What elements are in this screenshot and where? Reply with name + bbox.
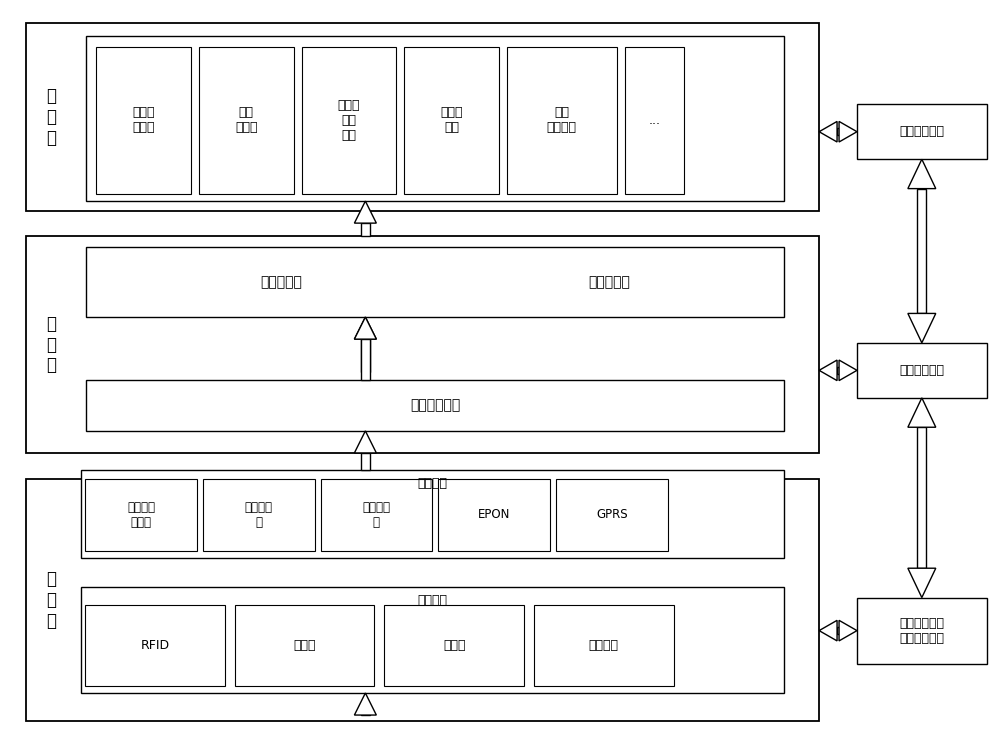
Polygon shape xyxy=(819,621,837,641)
Text: 传感器: 传感器 xyxy=(293,639,316,652)
Text: 电力传输网: 电力传输网 xyxy=(261,275,303,289)
Text: 采集器: 采集器 xyxy=(443,639,465,652)
Polygon shape xyxy=(354,693,376,715)
Text: 信息处理安全: 信息处理安全 xyxy=(899,125,944,139)
Bar xyxy=(837,627,839,634)
Bar xyxy=(26,478,819,721)
Bar xyxy=(361,339,370,372)
Text: ...: ... xyxy=(649,113,661,127)
Polygon shape xyxy=(819,360,837,380)
Polygon shape xyxy=(839,122,857,142)
Polygon shape xyxy=(908,313,936,343)
Text: 工业以太
网: 工业以太 网 xyxy=(362,500,390,528)
Polygon shape xyxy=(819,122,837,142)
Polygon shape xyxy=(839,360,857,380)
Bar xyxy=(203,478,315,551)
Polygon shape xyxy=(354,431,376,453)
Bar xyxy=(85,605,225,685)
Text: RFID: RFID xyxy=(140,639,170,652)
Bar xyxy=(837,367,839,374)
Bar xyxy=(199,47,294,194)
Text: 统一接入网关: 统一接入网关 xyxy=(410,398,460,412)
Text: 输变电
状态
监测: 输变电 状态 监测 xyxy=(338,99,360,142)
Bar xyxy=(86,36,784,201)
Polygon shape xyxy=(839,621,857,641)
Bar xyxy=(26,24,819,211)
Bar xyxy=(86,248,784,317)
Text: 信息传输安全: 信息传输安全 xyxy=(899,364,944,377)
Polygon shape xyxy=(354,201,376,223)
Bar xyxy=(534,605,674,685)
Bar xyxy=(235,605,374,685)
Bar xyxy=(857,104,987,159)
Bar xyxy=(85,478,197,551)
Polygon shape xyxy=(908,398,936,427)
Bar xyxy=(857,598,987,663)
Bar xyxy=(857,343,987,398)
Bar xyxy=(917,189,926,313)
Bar xyxy=(384,605,524,685)
Polygon shape xyxy=(354,317,376,339)
Text: 变电站
智能化: 变电站 智能化 xyxy=(132,106,155,134)
Bar xyxy=(404,47,499,194)
Polygon shape xyxy=(908,568,936,598)
Text: 感知子层: 感知子层 xyxy=(418,594,448,607)
Text: 电力线载
波: 电力线载 波 xyxy=(245,500,273,528)
Text: 无线自组
织网络: 无线自组 织网络 xyxy=(127,500,155,528)
Bar xyxy=(361,710,370,715)
Text: 接入子层: 接入子层 xyxy=(418,477,448,490)
Text: 应
用
层: 应 用 层 xyxy=(46,87,56,147)
Text: 信息采集安全
设备物理安全: 信息采集安全 设备物理安全 xyxy=(899,617,944,645)
Bar xyxy=(438,478,550,551)
Text: 调度
自动化: 调度 自动化 xyxy=(235,106,257,134)
Text: 网
络
层: 网 络 层 xyxy=(46,315,56,374)
Text: EPON: EPON xyxy=(478,508,510,521)
Bar xyxy=(81,469,784,558)
Text: GPRS: GPRS xyxy=(596,508,628,521)
Bar xyxy=(361,453,370,469)
Bar xyxy=(625,47,684,194)
Text: 智能终端: 智能终端 xyxy=(589,639,619,652)
Bar xyxy=(917,427,926,568)
Text: 配电自
动化: 配电自 动化 xyxy=(440,106,463,134)
Bar xyxy=(507,47,617,194)
Text: 感
知
层: 感 知 层 xyxy=(46,570,56,629)
Polygon shape xyxy=(908,159,936,189)
Polygon shape xyxy=(354,317,376,339)
Text: 电力数据网: 电力数据网 xyxy=(589,275,631,289)
Bar xyxy=(26,237,819,453)
Bar xyxy=(361,339,370,380)
Bar xyxy=(81,587,784,693)
Bar xyxy=(837,128,839,135)
Bar xyxy=(86,380,784,431)
Bar xyxy=(96,47,191,194)
Bar xyxy=(320,478,432,551)
Text: 用电
信息采集: 用电 信息采集 xyxy=(547,106,577,134)
Bar xyxy=(302,47,396,194)
Bar xyxy=(556,478,668,551)
Bar xyxy=(361,223,370,237)
